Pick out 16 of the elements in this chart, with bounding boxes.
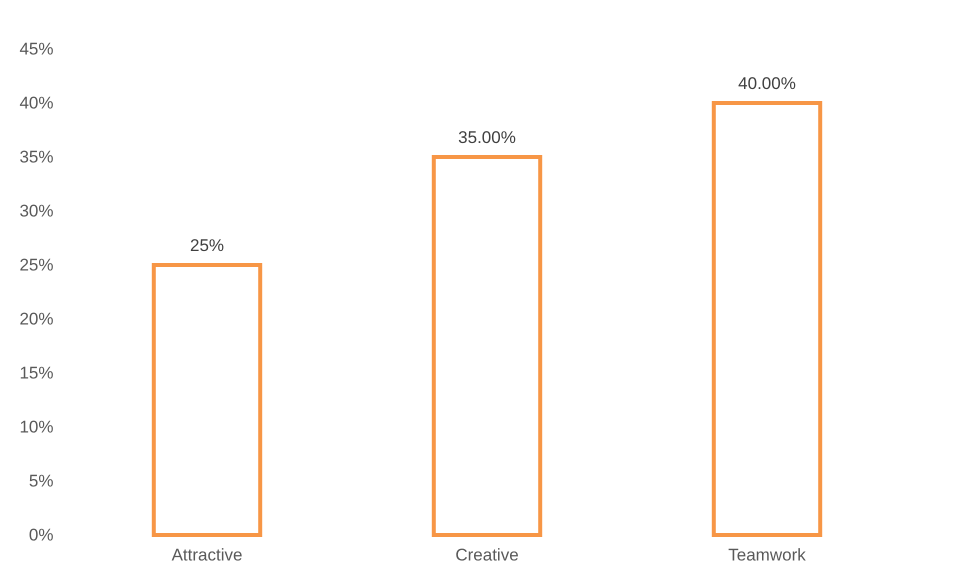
data-label: 35.00% (458, 128, 516, 147)
data-label: 25% (190, 236, 224, 255)
x-tick-label: Attractive (172, 546, 242, 564)
data-label: 40.00% (738, 74, 796, 93)
y-tick-label: 20% (19, 310, 54, 328)
y-tick-label: 25% (19, 256, 54, 274)
y-tick-label: 15% (19, 364, 54, 382)
x-tick-label: Teamwork (728, 546, 806, 564)
y-tick-label: 35% (19, 148, 54, 166)
y-tick-label: 40% (19, 94, 54, 112)
x-tick-label: Creative (455, 546, 519, 564)
y-tick-label: 0% (28, 526, 54, 544)
y-tick-label: 30% (19, 202, 54, 220)
y-tick-label: 10% (19, 418, 54, 436)
y-tick-label: 5% (28, 472, 54, 490)
y-tick-label: 45% (19, 40, 54, 58)
